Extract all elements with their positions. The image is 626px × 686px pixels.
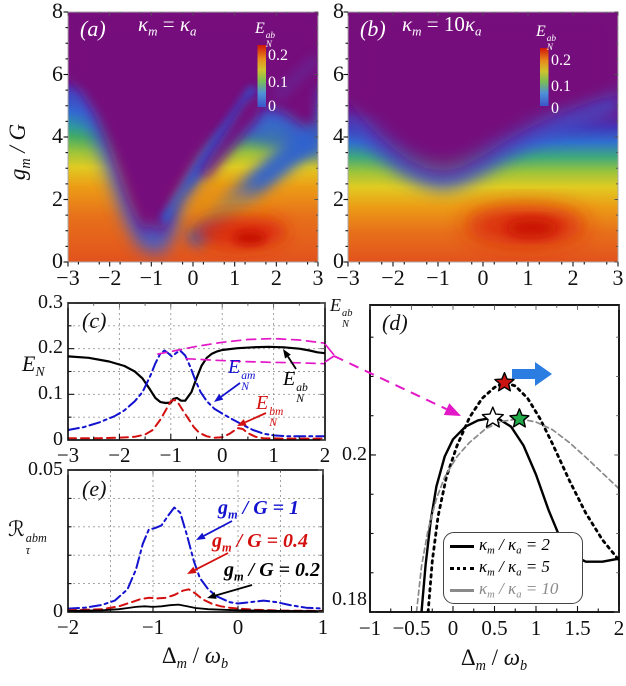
legend-entry: κm / κa = 5 — [450, 557, 576, 579]
legend-entry: κm / κa = 2 — [450, 535, 576, 557]
heatmap-b — [348, 12, 618, 262]
panel-e-curves — [68, 506, 323, 612]
colorbar-a — [257, 45, 266, 107]
legend-entry: κm / κa = 10 — [450, 579, 576, 601]
legend-entry-label: κm / κa = 5 — [479, 557, 550, 579]
legend-box: κm / κa = 2 κm / κa = 5 κm / κa = 10 — [443, 532, 583, 604]
colorbar-b — [540, 48, 549, 106]
panel-c-curves — [68, 337, 325, 440]
heatmap-a — [68, 12, 318, 262]
shift-direction-arrow — [512, 362, 552, 386]
star-marker — [481, 406, 504, 428]
legend-line-sample — [450, 588, 474, 592]
star-marker — [509, 408, 530, 428]
star-marker — [494, 372, 515, 392]
legend-entry-label: κm / κa = 10 — [479, 579, 559, 601]
legend-line-sample — [450, 566, 474, 570]
legend-entry-label: κm / κa = 2 — [479, 535, 550, 557]
legend-line-sample — [450, 544, 474, 548]
